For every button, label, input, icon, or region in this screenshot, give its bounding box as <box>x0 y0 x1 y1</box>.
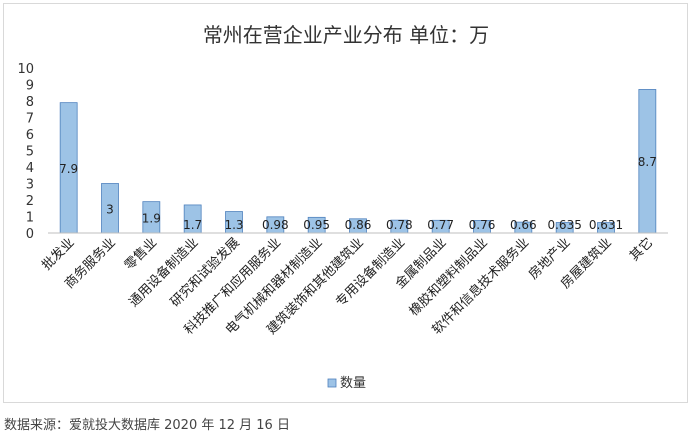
y-tick-label: 1 <box>26 211 34 226</box>
y-axis: 01 23 45 67 89 10 <box>17 62 34 242</box>
data-label: 0.635 <box>547 218 581 232</box>
y-tick-label: 2 <box>26 194 34 209</box>
source-note: 数据来源：爱就投大数据库 2020 年 12 月 16 日 <box>4 418 290 433</box>
y-tick-label: 7 <box>26 112 34 127</box>
y-tick-label: 0 <box>26 227 34 242</box>
data-label: 1.7 <box>183 218 202 232</box>
data-label: 0.78 <box>386 218 413 232</box>
x-category-label: 其它 <box>626 235 656 265</box>
chart-frame: 常州在营企业产业分布 单位：万 0 1 2 3 4 5 6 7 8 9 10 7.9 3 1.9 1.7 1… <box>3 3 688 403</box>
y-tick-label: 6 <box>26 128 34 143</box>
bars <box>59 89 657 234</box>
x-category-label: 橡胶和塑料制品业 <box>406 235 491 320</box>
legend-swatch <box>327 378 337 388</box>
y-tick-label: 5 <box>26 145 34 160</box>
data-label: 0.98 <box>262 218 289 232</box>
x-category-label: 专用设备制造业 <box>332 235 408 311</box>
x-category-label: 零售业 <box>121 235 160 274</box>
data-label: 0.76 <box>469 218 496 232</box>
data-label: 0.77 <box>427 218 454 232</box>
legend-label: 数量 <box>340 376 366 391</box>
data-label: 8.7 <box>638 155 657 169</box>
y-tick-label: 4 <box>26 161 34 176</box>
x-category-label: 通用设备制造业 <box>126 235 202 311</box>
data-label: 7.9 <box>59 162 78 176</box>
data-label: 1.9 <box>142 211 161 225</box>
data-label: 0.631 <box>589 218 623 232</box>
y-tick-label: 8 <box>26 95 34 110</box>
y-tick-label: 10 <box>17 62 34 77</box>
data-label: 0.95 <box>303 218 330 232</box>
data-label: 3 <box>106 202 114 216</box>
x-category-label: 批发业 <box>39 235 78 274</box>
x-category-label: 研究和试验发展 <box>167 235 243 311</box>
data-labels: 7.9 3 1.9 1.7 1.3 0.98 0.95 0.86 0.78 0.77 0.76 0.6… <box>59 155 657 232</box>
data-label: 0.66 <box>510 218 537 232</box>
legend: 数量 <box>327 376 366 391</box>
data-label: 1.3 <box>224 218 243 232</box>
chart-title: 常州在营企业产业分布 单位：万 <box>203 23 489 47</box>
data-label: 0.86 <box>345 218 372 232</box>
y-tick-label: 3 <box>26 178 34 193</box>
y-tick-label: 9 <box>26 79 34 94</box>
